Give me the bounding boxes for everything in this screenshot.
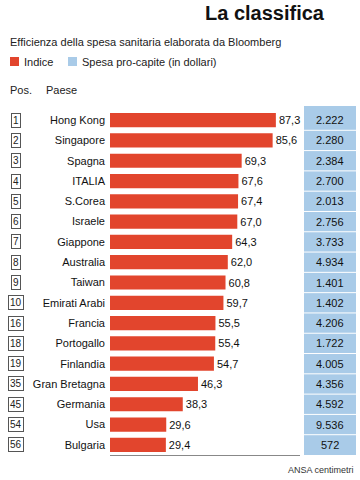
svg-text:55,5: 55,5 bbox=[218, 317, 239, 329]
svg-text:16: 16 bbox=[10, 318, 22, 329]
svg-text:62,0: 62,0 bbox=[231, 256, 252, 268]
svg-text:2.756: 2.756 bbox=[316, 216, 344, 228]
svg-text:Israele: Israele bbox=[72, 215, 105, 227]
svg-text:Australia: Australia bbox=[62, 256, 106, 268]
svg-text:3.733: 3.733 bbox=[316, 236, 344, 248]
svg-text:4.206: 4.206 bbox=[316, 317, 344, 329]
svg-text:85,6: 85,6 bbox=[276, 134, 297, 146]
svg-text:2.013: 2.013 bbox=[316, 195, 344, 207]
svg-text:19: 19 bbox=[10, 358, 22, 369]
svg-text:Spagna: Spagna bbox=[67, 155, 106, 167]
svg-text:Pos.: Pos. bbox=[10, 84, 32, 96]
svg-text:64,3: 64,3 bbox=[235, 236, 256, 248]
svg-text:2: 2 bbox=[13, 135, 19, 146]
svg-text:1.401: 1.401 bbox=[316, 277, 344, 289]
svg-text:Emirati Arabi: Emirati Arabi bbox=[43, 297, 105, 309]
svg-text:Gran Bretagna: Gran Bretagna bbox=[33, 378, 106, 390]
svg-text:4.592: 4.592 bbox=[316, 398, 344, 410]
svg-text:87,3: 87,3 bbox=[279, 114, 300, 126]
svg-text:59,7: 59,7 bbox=[226, 297, 247, 309]
svg-text:45: 45 bbox=[10, 399, 22, 410]
svg-text:6: 6 bbox=[13, 216, 19, 227]
svg-text:Efficienza della spesa sanitar: Efficienza della spesa sanitaria elabora… bbox=[10, 36, 281, 48]
svg-text:3: 3 bbox=[13, 155, 19, 166]
svg-text:18: 18 bbox=[10, 338, 22, 349]
svg-text:1: 1 bbox=[13, 115, 19, 126]
svg-text:4.356: 4.356 bbox=[316, 378, 344, 390]
svg-text:35: 35 bbox=[10, 378, 22, 389]
svg-text:67,6: 67,6 bbox=[241, 175, 262, 187]
svg-text:5: 5 bbox=[13, 196, 19, 207]
svg-text:2.280: 2.280 bbox=[316, 134, 344, 146]
svg-text:2.700: 2.700 bbox=[316, 175, 344, 187]
svg-text:La classifica: La classifica bbox=[205, 2, 325, 24]
svg-text:Germania: Germania bbox=[57, 398, 106, 410]
svg-text:1.722: 1.722 bbox=[316, 337, 344, 349]
svg-text:69,3: 69,3 bbox=[245, 155, 266, 167]
svg-text:54: 54 bbox=[10, 419, 22, 430]
svg-text:2.222: 2.222 bbox=[316, 114, 344, 126]
svg-text:7: 7 bbox=[13, 236, 19, 247]
svg-text:4.005: 4.005 bbox=[316, 358, 344, 370]
svg-text:2.384: 2.384 bbox=[316, 155, 344, 167]
svg-text:10: 10 bbox=[10, 297, 22, 308]
svg-text:Singapore: Singapore bbox=[55, 134, 105, 146]
svg-text:4: 4 bbox=[13, 176, 19, 187]
svg-text:572: 572 bbox=[321, 439, 339, 451]
svg-text:Taiwan: Taiwan bbox=[71, 276, 105, 288]
svg-text:56: 56 bbox=[10, 439, 22, 450]
svg-text:Giappone: Giappone bbox=[57, 236, 105, 248]
svg-text:Hong Kong: Hong Kong bbox=[50, 114, 105, 126]
svg-text:S.Corea: S.Corea bbox=[65, 195, 106, 207]
svg-text:Indice: Indice bbox=[24, 56, 53, 68]
svg-text:60,8: 60,8 bbox=[229, 277, 250, 289]
svg-text:67,0: 67,0 bbox=[240, 216, 261, 228]
svg-text:46,3: 46,3 bbox=[201, 378, 222, 390]
svg-text:Finlandia: Finlandia bbox=[60, 358, 106, 370]
svg-text:Francia: Francia bbox=[68, 317, 106, 329]
svg-text:ITALIA: ITALIA bbox=[72, 175, 105, 187]
svg-text:29,6: 29,6 bbox=[169, 419, 190, 431]
svg-text:38,3: 38,3 bbox=[186, 398, 207, 410]
svg-text:4.934: 4.934 bbox=[316, 256, 344, 268]
svg-text:Usa: Usa bbox=[85, 418, 105, 430]
svg-text:54,7: 54,7 bbox=[217, 358, 238, 370]
svg-text:Bulgaria: Bulgaria bbox=[65, 439, 106, 451]
svg-text:8: 8 bbox=[13, 257, 19, 268]
svg-text:ANSA centimetri: ANSA centimetri bbox=[288, 465, 354, 475]
svg-text:1.402: 1.402 bbox=[316, 297, 344, 309]
svg-text:9: 9 bbox=[13, 277, 19, 288]
svg-text:Spesa pro-capite (in dollari): Spesa pro-capite (in dollari) bbox=[82, 56, 217, 68]
svg-text:Portogallo: Portogallo bbox=[55, 337, 105, 349]
svg-text:9.536: 9.536 bbox=[316, 419, 344, 431]
svg-text:29,4: 29,4 bbox=[169, 439, 190, 451]
svg-text:67,4: 67,4 bbox=[241, 195, 262, 207]
svg-text:Paese: Paese bbox=[46, 84, 77, 96]
svg-text:55,4: 55,4 bbox=[218, 337, 239, 349]
